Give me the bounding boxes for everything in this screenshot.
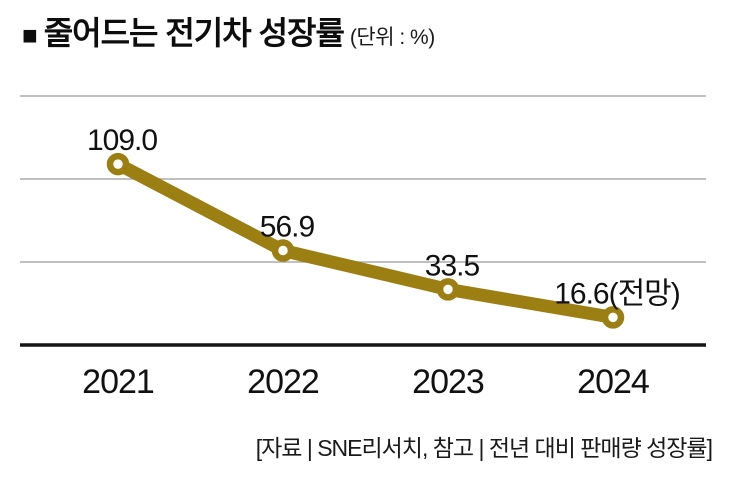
data-line — [111, 157, 620, 324]
title-bullet-icon: ■ — [22, 20, 38, 50]
value-label: 16.6(전망) — [554, 277, 680, 310]
data-point-marker — [271, 239, 295, 262]
unit-label: (단위 : %) — [349, 26, 435, 49]
x-tick-label: 2021 — [82, 363, 154, 401]
source-caption: [자료 | SNE리서치, 참고 | 전년 대비 판매량 성장률] — [255, 435, 713, 461]
data-point-marker — [106, 152, 130, 176]
value-label: 109.0 — [87, 124, 157, 157]
chart-title: ■ 줄어드는 전기차 성장률 (단위 : %) — [22, 15, 435, 51]
page-title: 줄어드는 전기차 성장률 — [43, 15, 345, 51]
value-label: 33.5 — [425, 249, 480, 282]
x-tick-label: 2023 — [412, 363, 484, 401]
data-point-marker — [601, 306, 625, 329]
data-point-marker — [436, 278, 460, 301]
x-tick-label: 2024 — [577, 363, 649, 401]
value-label: 56.9 — [260, 211, 315, 244]
x-tick-label: 2022 — [247, 363, 319, 401]
